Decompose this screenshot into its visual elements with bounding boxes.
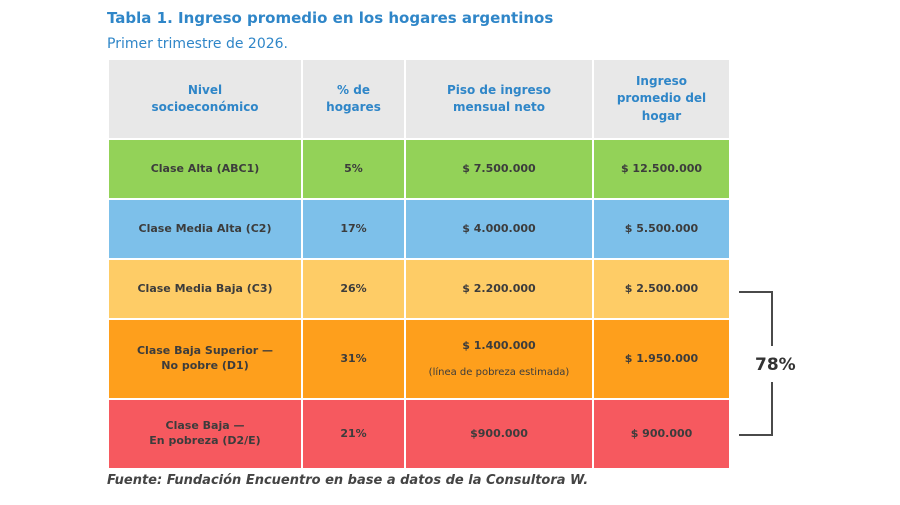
cell-promedio: $ 5.500.000 — [594, 200, 729, 258]
cell-nivel: Clase Media Alta (C2) — [109, 200, 301, 258]
cell-nivel: Clase Alta (ABC1) — [109, 140, 301, 198]
table-row: Clase Baja — En pobreza (D2/E) 21% $900.… — [109, 400, 729, 468]
cell-pct: 26% — [303, 260, 404, 318]
cell-promedio: $ 2.500.000 — [594, 260, 729, 318]
bracket-gap — [765, 346, 779, 382]
source-note: Fuente: Fundación Encuentro en base a da… — [107, 473, 589, 488]
table-title: Tabla 1. Ingreso promedio en los hogares… — [107, 9, 554, 27]
cell-piso: $ 1.400.000 (línea de pobreza estimada) — [406, 320, 592, 398]
table-row: Clase Alta (ABC1) 5% $ 7.500.000 $ 12.50… — [109, 140, 729, 198]
cell-pct: 17% — [303, 200, 404, 258]
table-row: Clase Media Alta (C2) 17% $ 4.000.000 $ … — [109, 200, 729, 258]
table-header-row: Nivel socioeconómico % de hogares Piso d… — [109, 60, 729, 138]
cell-piso: $900.000 — [406, 400, 592, 468]
cell-pct: 5% — [303, 140, 404, 198]
income-table: Nivel socioeconómico % de hogares Piso d… — [109, 60, 729, 468]
header-ingreso-promedio: Ingreso promedio del hogar — [594, 60, 729, 138]
cell-promedio: $ 900.000 — [594, 400, 729, 468]
cell-pct: 31% — [303, 320, 404, 398]
header-pct-hogares: % de hogares — [303, 60, 404, 138]
bracket-total-label: 78% — [755, 355, 796, 375]
cell-nivel: Clase Baja Superior — No pobre (D1) — [109, 320, 301, 398]
header-piso-ingreso: Piso de ingreso mensual neto — [406, 60, 592, 138]
header-nivel: Nivel socioeconómico — [109, 60, 301, 138]
cell-piso: $ 7.500.000 — [406, 140, 592, 198]
cell-promedio: $ 12.500.000 — [594, 140, 729, 198]
cell-pct: 21% — [303, 400, 404, 468]
cell-piso: $ 2.200.000 — [406, 260, 592, 318]
cell-promedio: $ 1.950.000 — [594, 320, 729, 398]
poverty-line-note: (línea de pobreza estimada) — [428, 366, 570, 378]
cell-piso: $ 4.000.000 — [406, 200, 592, 258]
cell-nivel: Clase Baja — En pobreza (D2/E) — [109, 400, 301, 468]
cell-nivel: Clase Media Baja (C3) — [109, 260, 301, 318]
table-row: Clase Baja Superior — No pobre (D1) 31% … — [109, 320, 729, 398]
table-row: Clase Media Baja (C3) 26% $ 2.200.000 $ … — [109, 260, 729, 318]
table-subtitle: Primer trimestre de 2026. — [107, 36, 289, 52]
